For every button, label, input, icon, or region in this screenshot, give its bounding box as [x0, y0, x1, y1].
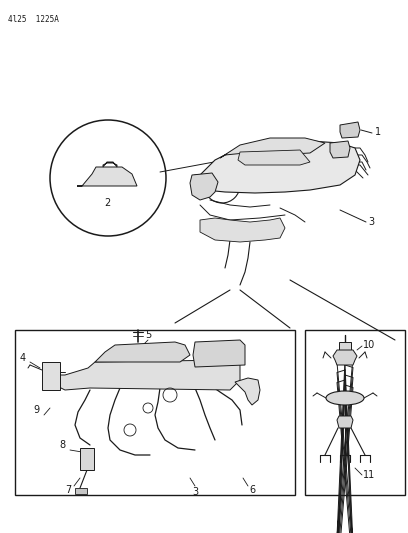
Text: 11: 11 [363, 470, 375, 480]
Text: 4: 4 [20, 353, 26, 363]
Polygon shape [333, 350, 357, 365]
Polygon shape [220, 138, 325, 158]
Text: 5: 5 [145, 330, 151, 340]
Polygon shape [95, 342, 190, 362]
Text: 8: 8 [59, 440, 65, 450]
Polygon shape [337, 416, 353, 428]
Polygon shape [340, 122, 360, 138]
Text: 2: 2 [104, 198, 110, 208]
Bar [75, 488, 87, 494]
Polygon shape [193, 340, 245, 367]
Text: 9: 9 [33, 405, 39, 415]
Polygon shape [77, 167, 137, 186]
Polygon shape [235, 378, 260, 405]
Polygon shape [55, 360, 240, 390]
Polygon shape [190, 173, 218, 200]
Bar [339, 342, 351, 356]
Text: 6: 6 [249, 485, 255, 495]
Polygon shape [103, 162, 117, 167]
Text: 3: 3 [192, 487, 198, 497]
Polygon shape [192, 140, 360, 193]
Bar [305, 330, 405, 495]
Text: 4l25  1225A: 4l25 1225A [8, 15, 59, 24]
Polygon shape [330, 141, 350, 158]
Bar [42, 362, 60, 390]
Text: 1: 1 [375, 127, 381, 137]
Polygon shape [200, 218, 285, 242]
Text: 7: 7 [65, 485, 71, 495]
Ellipse shape [326, 391, 364, 405]
Text: 10: 10 [363, 340, 375, 350]
Polygon shape [238, 150, 310, 165]
Text: 3: 3 [368, 217, 374, 227]
Bar [15, 330, 295, 495]
Bar [80, 448, 94, 470]
